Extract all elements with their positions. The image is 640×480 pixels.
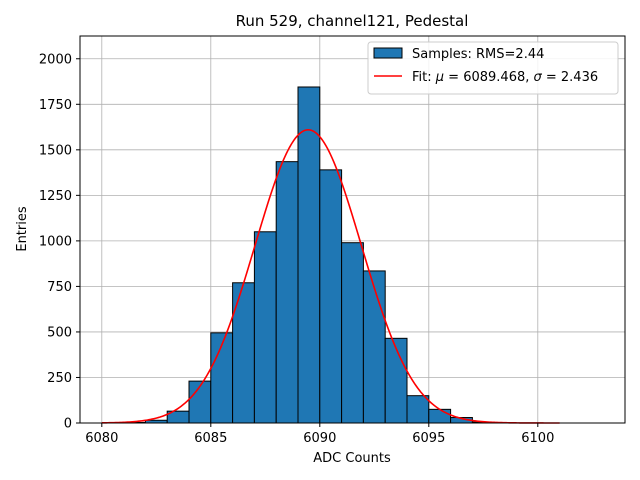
legend-fit-sigma-value: = 2.436 bbox=[542, 70, 598, 85]
fit-curve bbox=[101, 128, 560, 424]
histogram-bar bbox=[232, 282, 255, 424]
y-tick-label: 1000 bbox=[39, 234, 72, 249]
y-tick-label: 1250 bbox=[39, 189, 72, 204]
histogram-bar bbox=[297, 86, 321, 424]
histogram-bars bbox=[123, 86, 517, 424]
y-tick-label: 1750 bbox=[39, 98, 72, 113]
histogram-bar bbox=[319, 169, 343, 424]
histogram-bar bbox=[362, 270, 386, 424]
legend-fit-sigma-symbol: σ bbox=[534, 70, 543, 85]
legend-fit-mu-symbol: μ bbox=[435, 70, 444, 85]
y-tick-label: 0 bbox=[64, 417, 72, 432]
y-tick-label: 500 bbox=[47, 325, 72, 340]
x-tick-label: 6090 bbox=[303, 431, 336, 446]
y-tick-label: 1500 bbox=[39, 143, 72, 158]
histogram-bar bbox=[275, 161, 299, 424]
histogram-bar bbox=[341, 242, 364, 424]
histogram-bar bbox=[253, 231, 277, 424]
legend-box bbox=[367, 41, 619, 95]
histogram-bar bbox=[406, 395, 430, 424]
x-axis-label: ADC Counts bbox=[313, 451, 391, 466]
chart-title: Run 529, channel121, Pedestal bbox=[236, 12, 469, 30]
plot-frame bbox=[79, 35, 626, 424]
legend-fit-mu-value: = 6089.468, bbox=[444, 70, 533, 85]
histogram-bar bbox=[428, 408, 452, 424]
x-tick-label: 6095 bbox=[412, 431, 445, 446]
y-axis-ticks: 0 250 500 750 1000 1250 1500 1750 2000 bbox=[39, 52, 80, 432]
legend-swatch-histogram bbox=[373, 47, 403, 59]
y-tick-label: 2000 bbox=[39, 52, 72, 67]
legend-fit-prefix: Fit: bbox=[412, 70, 436, 85]
x-tick-label: 6085 bbox=[194, 431, 227, 446]
histogram-bar bbox=[384, 337, 408, 424]
y-axis-label: Entries bbox=[15, 206, 30, 252]
legend: Samples: RMS=2.44 Fit: μ = 6089.468, σ =… bbox=[367, 41, 619, 95]
legend-label-histogram: Samples: RMS=2.44 bbox=[412, 47, 544, 62]
x-tick-label: 6100 bbox=[521, 431, 554, 446]
x-axis-ticks: 6080 6085 6090 6095 6100 bbox=[85, 423, 554, 446]
legend-label-fit: Fit: μ = 6089.468, σ = 2.436 bbox=[412, 70, 598, 85]
y-tick-label: 250 bbox=[47, 371, 72, 386]
x-tick-label: 6080 bbox=[85, 431, 118, 446]
y-tick-label: 750 bbox=[47, 280, 72, 295]
